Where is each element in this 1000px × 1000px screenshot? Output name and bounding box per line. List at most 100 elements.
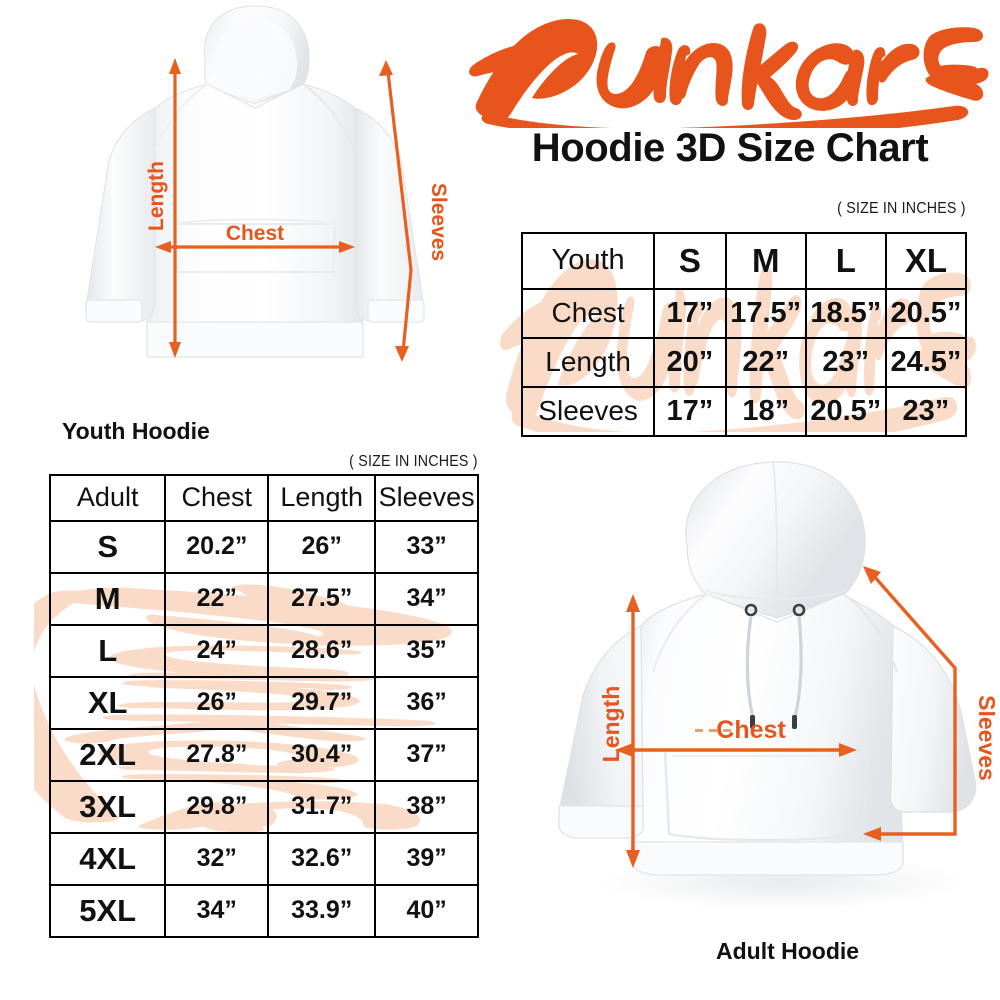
youth-hoodie-figure: Length Chest Sleeves (55, 0, 455, 412)
adult-left-cuff (557, 805, 644, 839)
youth-table-header-row: Youth S M L XL (520, 232, 968, 290)
youth-figure-caption: Youth Hoodie (62, 418, 210, 444)
adult-length-s: 26” (267, 519, 377, 574)
youth-row-label-length: Length (520, 336, 656, 388)
adult-figure-caption: Adult Hoodie (716, 938, 860, 964)
adult-length-2xl: 30.4” (267, 727, 377, 782)
youth-col-header-l: L (804, 232, 887, 290)
adult-left-eyelet (744, 603, 758, 617)
youth-cell-sleeves-s: 17” (653, 385, 727, 438)
adult-size-2xl: 2XL (48, 727, 167, 782)
youth-size-table: Youth S M L XL Chest 17” 17.5” 18.5” 20.… (520, 232, 968, 438)
youth-right-cuff (367, 299, 425, 323)
adult-col-header-chest: Chest (164, 474, 270, 522)
adult-chest-m: 22” (164, 571, 270, 626)
adult-chest-3xl: 29.8” (164, 779, 270, 834)
adult-table-row: 3XL 29.8” 31.7” 38” (48, 779, 479, 834)
adult-size-xl: XL (48, 675, 167, 730)
youth-hood-inner (214, 19, 298, 100)
youth-cell-length-l: 23” (804, 336, 887, 388)
adult-sleeves-m: 34” (374, 571, 479, 626)
youth-row-label-chest: Chest (520, 287, 656, 339)
adult-pocket (663, 748, 871, 842)
adult-sleeves-s: 33” (374, 519, 479, 574)
adult-right-aglet (792, 715, 797, 729)
adult-length-xl: 29.7” (267, 675, 377, 730)
adult-size-l: L (48, 623, 167, 678)
youth-table-row: Chest 17” 17.5” 18.5” 20.5” (520, 287, 968, 339)
adult-sleeves-l: 35” (374, 623, 479, 678)
adult-size-in-inches-note: ( SIZE IN INCHES ) (349, 453, 478, 470)
adult-sleeves-xl: 36” (374, 675, 479, 730)
adult-length-4xl: 32.6” (267, 831, 377, 886)
adult-sleeves-label: Sleeves (974, 695, 995, 781)
adult-col-header-sleeves: Sleeves (374, 474, 479, 522)
adult-table-row: L 24” 28.6” 35” (48, 623, 479, 678)
youth-hoodie-illustration: Length Chest Sleeves (85, 5, 450, 362)
youth-size-table-container: Youth S M L XL Chest 17” 17.5” 18.5” 20.… (500, 232, 976, 438)
adult-sleeves-4xl: 39” (374, 831, 479, 886)
youth-cell-sleeves-l: 20.5” (804, 385, 887, 438)
adult-sleeves-3xl: 38” (374, 779, 479, 834)
youth-table-row: Length 20” 22” 23” 24.5” (520, 336, 968, 388)
adult-hood-center-seam (772, 461, 778, 617)
adult-chest-2xl: 27.8” (164, 727, 270, 782)
youth-size-in-inches-note: ( SIZE IN INCHES ) (837, 200, 966, 217)
youth-cell-sleeves-xl: 23” (884, 385, 968, 438)
youth-cell-length-s: 20” (653, 336, 727, 388)
youth-cell-length-xl: 24.5” (884, 336, 968, 388)
adult-table-header-row: Adult Chest Length Sleeves (48, 474, 479, 522)
adult-size-3xl: 3XL (48, 779, 167, 834)
youth-table-row: Sleeves 17” 18” 20.5” 23” (520, 385, 968, 438)
youth-corner-label: Youth (520, 232, 656, 290)
adult-left-raglan-seam (652, 593, 708, 673)
adult-table-row: 2XL 27.8” 30.4” 37” (48, 727, 479, 782)
youth-left-cuff (85, 299, 143, 323)
adult-hem (630, 841, 904, 876)
youth-measurement-arrows (155, 58, 413, 362)
adult-size-m: M (48, 571, 167, 626)
adult-left-aglet (750, 715, 755, 729)
adult-table-row: S 20.2” 26” 33” (48, 519, 479, 574)
adult-chest-5xl: 34” (164, 883, 270, 939)
adult-sleeves-arrow-line (871, 573, 957, 836)
adult-size-5xl: 5XL (48, 883, 167, 939)
youth-cell-chest-m: 17.5” (724, 287, 807, 339)
adult-table-row: M 22” 27.5” 34” (48, 571, 479, 626)
adult-length-5xl: 33.9” (267, 883, 377, 939)
youth-cell-chest-s: 17” (653, 287, 727, 339)
adult-measurement-arrows (615, 566, 957, 868)
youth-col-header-m: M (724, 232, 807, 290)
adult-length-m: 27.5” (267, 571, 377, 626)
adult-size-table-container: Adult Chest Length Sleeves S 20.2” 26” 3… (34, 474, 479, 939)
adult-left-drawstring (745, 615, 755, 719)
adult-hoodie-figure: Length Chest Sleeves (555, 450, 995, 930)
adult-right-eyelet (792, 603, 806, 617)
adult-sleeves-5xl: 40” (374, 883, 479, 939)
youth-cell-sleeves-m: 18” (724, 385, 807, 438)
adult-right-drawstring (793, 615, 803, 719)
adult-length-l: 28.6” (267, 623, 377, 678)
adult-col-header-length: Length (267, 474, 377, 522)
youth-row-label-sleeves: Sleeves (520, 385, 656, 438)
adult-table-row: 5XL 34” 33.9” 40” (48, 883, 479, 939)
youth-cell-chest-xl: 20.5” (884, 287, 968, 339)
adult-chest-4xl: 32” (164, 831, 270, 886)
adult-chest-xl: 26” (164, 675, 270, 730)
adult-size-s: S (48, 519, 167, 574)
page-title: Hoodie 3D Size Chart (531, 126, 929, 170)
adult-length-label: Length (598, 686, 624, 763)
adult-col-header-size: Adult (48, 474, 167, 522)
adult-chest-label: Chest (716, 716, 786, 744)
youth-length-label: Length (145, 161, 168, 231)
brand-header: Hoodie 3D Size Chart (468, 8, 992, 188)
youth-right-sleeve (354, 107, 424, 322)
youth-col-header-xl: XL (884, 232, 968, 290)
adult-chest-s: 20.2” (164, 519, 270, 574)
adult-size-4xl: 4XL (48, 831, 167, 886)
youth-cell-length-m: 22” (724, 336, 807, 388)
adult-length-3xl: 31.7” (267, 779, 377, 834)
youth-sleeves-arrow-line (386, 71, 413, 353)
adult-chest-l: 24” (164, 623, 270, 678)
adult-right-raglan-seam (842, 593, 898, 673)
